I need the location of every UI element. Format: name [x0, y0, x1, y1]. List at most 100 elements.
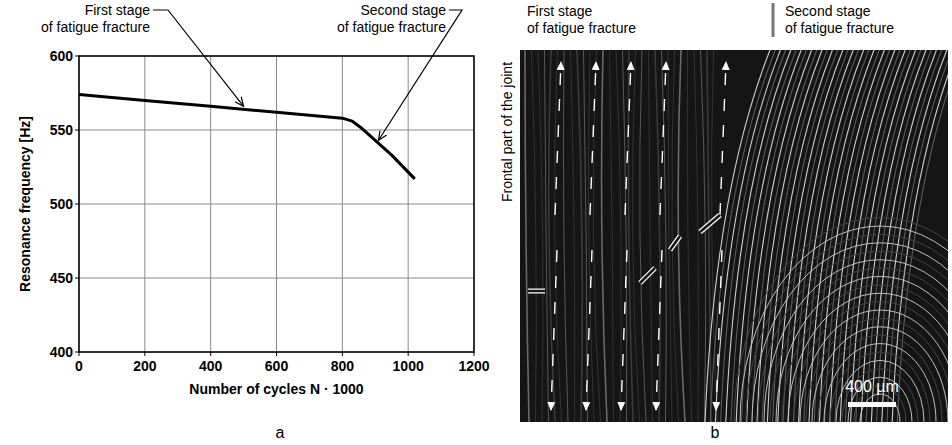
micrograph: 400 µm [520, 50, 948, 422]
tick-label-x: 400 [199, 358, 223, 374]
texture [668, 50, 672, 422]
texture [877, 50, 942, 422]
data-line [79, 94, 415, 178]
texture [842, 369, 918, 422]
tick-x [474, 352, 475, 356]
texture [655, 50, 660, 422]
texture [525, 50, 529, 422]
tick-label-x: 1000 [393, 358, 424, 374]
texture [701, 50, 706, 422]
texture [694, 50, 699, 422]
tick-label-y: 550 [50, 122, 74, 138]
tick-label-y: 450 [50, 270, 74, 286]
texture [602, 50, 607, 422]
grid-line-y [79, 204, 474, 205]
side-label: Frontal part of the joint [499, 62, 515, 202]
panel-label: a [276, 424, 285, 441]
tick-y [75, 278, 79, 279]
texture [571, 50, 575, 422]
tick-x [144, 352, 145, 356]
crack-arrow-inner [640, 268, 655, 283]
texture [545, 50, 549, 422]
tick-x [408, 352, 409, 356]
texture [577, 50, 582, 422]
texture [563, 50, 568, 422]
texture [806, 318, 948, 422]
texture [871, 50, 936, 422]
texture [549, 50, 555, 422]
flow-arrow [660, 62, 666, 215]
texture [812, 327, 948, 422]
texture [640, 50, 646, 422]
texture [632, 50, 639, 422]
tick-x [210, 352, 211, 356]
texture [610, 50, 614, 422]
annotation-text: of fatigue fracture [41, 19, 150, 35]
texture [740, 226, 948, 422]
texture [856, 50, 921, 422]
micrograph-ground [520, 50, 948, 422]
flow-arrow [590, 62, 596, 215]
annotation-leader [153, 10, 244, 106]
annotation-text: Second stage [360, 2, 446, 18]
flow-arrow [720, 62, 726, 215]
tick-x [342, 352, 343, 356]
crack-arrow-inner [700, 215, 720, 232]
crack-arrow [528, 289, 545, 294]
annotation-text: First stage [85, 2, 151, 18]
tick-x [79, 352, 80, 356]
texture [584, 50, 588, 422]
texture [882, 50, 947, 422]
scale-bar [848, 402, 896, 407]
tick-y [75, 56, 79, 57]
tick-label-x: 600 [265, 358, 289, 374]
texture [764, 260, 948, 422]
texture [794, 302, 948, 422]
texture [861, 50, 926, 422]
flow-arrow [551, 250, 557, 410]
crack-arrow-inner [670, 236, 680, 250]
panel-label: b [711, 424, 720, 441]
stage-label: First stage [527, 3, 593, 19]
texture [687, 50, 691, 422]
flow-arrow [716, 250, 722, 410]
grid-line-y [79, 278, 474, 279]
annotation-text: of fatigue fracture [337, 19, 446, 35]
texture [746, 234, 948, 422]
crack-arrow [700, 215, 720, 232]
tick-label-y: 400 [50, 344, 74, 360]
texture [776, 276, 948, 422]
flow-arrow [555, 62, 561, 215]
crack-arrow [670, 236, 680, 250]
tick-label-x: 200 [133, 358, 157, 374]
tick-y [75, 130, 79, 131]
y-axis-title: Resonance frequency [Hz] [17, 116, 33, 292]
texture [734, 218, 948, 422]
texture [830, 352, 930, 422]
figure: 020040060080010001200400450500550600Numb… [0, 0, 952, 445]
flow-arrow [656, 250, 662, 410]
plot-frame [79, 56, 474, 352]
tick-y [75, 204, 79, 205]
crack-arrow-inner [528, 290, 545, 293]
tick-y [75, 352, 79, 353]
texture [623, 50, 627, 422]
tick-x [276, 352, 277, 356]
texture [532, 50, 537, 422]
stage-label: of fatigue fracture [785, 20, 894, 36]
texture [782, 285, 948, 422]
grid-line-y [79, 130, 474, 131]
texture [836, 360, 924, 422]
texture [800, 310, 948, 422]
texture [554, 50, 561, 422]
tick-label-x: 0 [75, 358, 83, 374]
x-axis-title: Number of cycles N · 1000 [189, 381, 364, 397]
tick-label-y: 600 [50, 48, 74, 64]
stage-label: of fatigue fracture [527, 20, 636, 36]
annotation-leader [379, 10, 463, 140]
texture [616, 50, 621, 422]
flow-arrow [621, 250, 627, 410]
texture [712, 50, 718, 422]
texture [860, 394, 900, 422]
texture [770, 268, 948, 422]
